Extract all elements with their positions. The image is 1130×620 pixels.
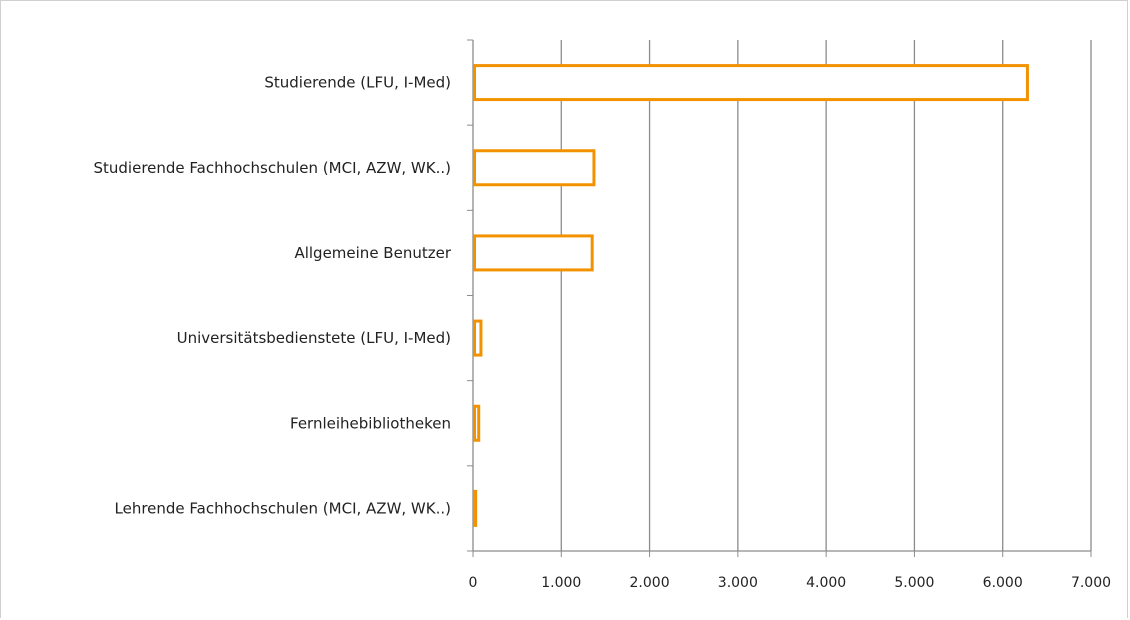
x-tick-label: 2.000 xyxy=(630,575,670,591)
x-tick-label: 4.000 xyxy=(806,575,846,591)
x-tick-label: 0 xyxy=(469,575,478,591)
category-label: Allgemeine Benutzer xyxy=(294,244,451,262)
gridlines xyxy=(560,40,1092,551)
bar xyxy=(473,64,1029,102)
axes xyxy=(467,39,1092,557)
bar xyxy=(473,404,481,442)
x-tick-labels: 0 1.000 2.000 3.000 4.000 5.000 6.000 7.000 xyxy=(469,575,1112,591)
x-tick-label: 6.000 xyxy=(983,575,1023,591)
x-tick-label: 3.000 xyxy=(718,575,758,591)
category-label: Studierende Fachhochschulen (MCI, AZW, W… xyxy=(94,159,452,177)
category-label: Lehrende Fachhochschulen (MCI, AZW, WK..… xyxy=(115,499,452,517)
bar xyxy=(473,319,483,357)
x-tick-label: 7.000 xyxy=(1071,575,1111,591)
bar xyxy=(473,234,594,272)
category-label: Fernleihebibliotheken xyxy=(290,414,451,432)
category-labels: Studierende (LFU, I-Med) Studierende Fach… xyxy=(94,74,452,518)
category-label: Studierende (LFU, I-Med) xyxy=(264,74,451,92)
x-tick-label: 5.000 xyxy=(894,575,934,591)
bars xyxy=(473,64,1029,527)
bar xyxy=(473,149,596,187)
category-label: Universitätsbedienstete (LFU, I-Med) xyxy=(177,329,451,347)
x-tick-label: 1.000 xyxy=(541,575,581,591)
bar xyxy=(473,489,478,527)
